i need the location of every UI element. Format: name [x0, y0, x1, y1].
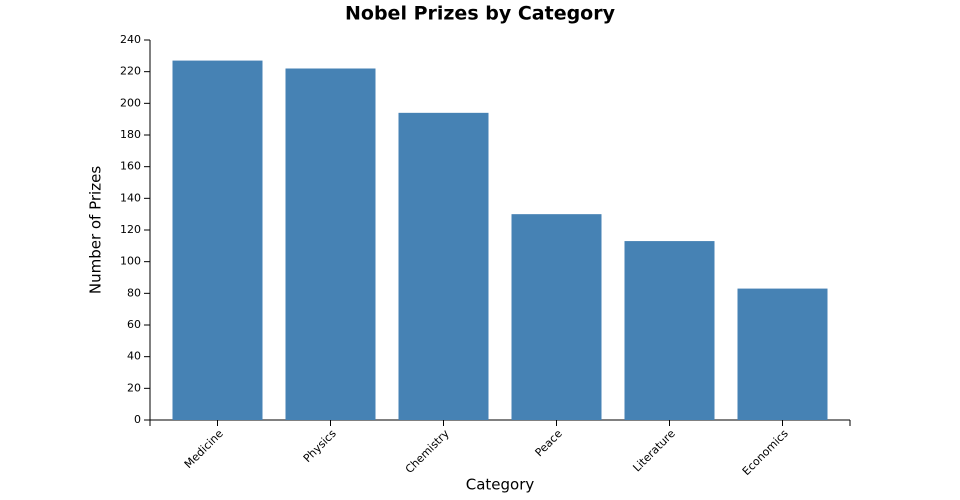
bar [398, 112, 489, 420]
y-tick-label: 220 [120, 65, 141, 78]
y-tick-label: 20 [127, 381, 141, 394]
x-tick-label: Chemistry [403, 427, 452, 476]
x-tick-label: Literature [630, 427, 677, 474]
y-tick-label: 0 [134, 413, 141, 426]
y-tick-label: 160 [120, 160, 141, 173]
bar [624, 241, 715, 420]
y-axis-title: Number of Prizes [87, 166, 105, 294]
chart-title: Nobel Prizes by Category [345, 3, 616, 25]
x-tick-label: Medicine [182, 427, 226, 471]
x-tick-label: Economics [740, 427, 791, 478]
y-tick-label: 200 [120, 96, 141, 109]
x-tick-label: Physics [301, 427, 339, 465]
y-tick-label: 120 [120, 223, 141, 236]
bar [511, 214, 602, 420]
x-tick-label: Peace [533, 427, 565, 459]
y-tick-label: 140 [120, 191, 141, 204]
y-tick-label: 240 [120, 33, 141, 46]
bar [737, 288, 828, 420]
y-tick-label: 60 [127, 318, 141, 331]
bar [172, 60, 263, 420]
y-tick-label: 180 [120, 128, 141, 141]
bar [285, 68, 376, 420]
x-axis-title: Category [466, 476, 535, 494]
y-tick-label: 100 [120, 255, 141, 268]
y-tick-label: 80 [127, 286, 141, 299]
y-tick-label: 40 [127, 350, 141, 363]
